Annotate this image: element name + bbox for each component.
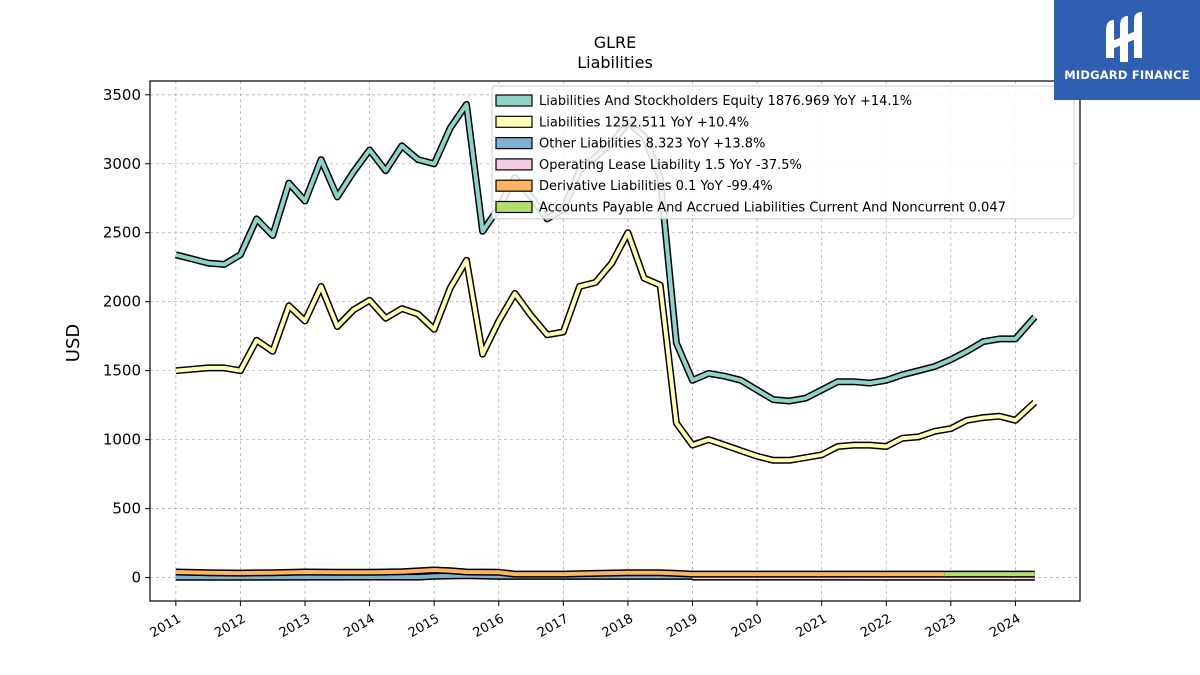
x-tick-label: 2011 [148, 611, 184, 641]
legend-swatch [495, 137, 533, 150]
chart-title: GLRE [594, 33, 637, 52]
y-tick-label: 3000 [103, 155, 141, 173]
x-tick-label: 2012 [212, 611, 248, 641]
y-tick-label: 3500 [103, 86, 141, 104]
x-tick-label: 2024 [987, 611, 1023, 641]
y-axis-label: USD [63, 324, 84, 362]
x-tick-label: 2019 [664, 611, 700, 641]
x-tick-label: 2014 [341, 611, 377, 641]
x-tick-label: 2021 [794, 611, 830, 641]
legend: Liabilities And Stockholders Equity 1876… [491, 85, 1075, 220]
y-tick-label: 1500 [103, 362, 141, 380]
series-line-derivative-liabilities [175, 568, 945, 577]
plot-frame [149, 80, 1081, 602]
legend-swatch [495, 179, 533, 192]
legend-swatch [495, 115, 533, 128]
x-tick-label: 2020 [729, 611, 765, 641]
x-tick-label: 2017 [535, 611, 571, 641]
y-tick-label: 2000 [103, 293, 141, 311]
x-tick-label: 2015 [406, 611, 442, 641]
chart-subtitle: Liabilities [577, 53, 653, 72]
y-tick-label: 500 [112, 500, 141, 518]
legend-label: Operating Lease Liability 1.5 YoY -37.5% [539, 158, 802, 173]
x-tick-label: 2018 [600, 611, 636, 641]
legend-label: Other Liabilities 8.323 YoY +13.8% [539, 137, 765, 152]
legend-label: Accounts Payable And Accrued Liabilities… [539, 201, 1006, 216]
midgard-logo-icon [1106, 12, 1142, 62]
x-tick-label: 2013 [277, 611, 313, 641]
legend-swatch [495, 200, 533, 214]
y-tick-label: 1000 [103, 431, 141, 449]
series-layer [174, 100, 1038, 581]
y-tick-label: 0 [131, 569, 141, 587]
brand-name: MIDGARD FINANCE [1064, 68, 1190, 82]
series-line-liabilities [175, 230, 1037, 463]
brand-logo: MIDGARD FINANCE [1054, 0, 1200, 100]
legend-box [491, 85, 1075, 220]
legend-label: Liabilities 1252.511 YoY +10.4% [539, 115, 749, 130]
legend-swatch [495, 94, 533, 107]
x-tick-label: 2023 [923, 611, 959, 641]
legend-label: Derivative Liabilities 0.1 YoY -99.4% [539, 179, 773, 194]
y-tick-label: 2500 [103, 224, 141, 242]
x-tick-label: 2016 [471, 611, 507, 641]
legend-swatch [495, 158, 533, 171]
legend-label: Liabilities And Stockholders Equity 1876… [539, 94, 912, 109]
x-tick-label: 2022 [858, 611, 894, 641]
